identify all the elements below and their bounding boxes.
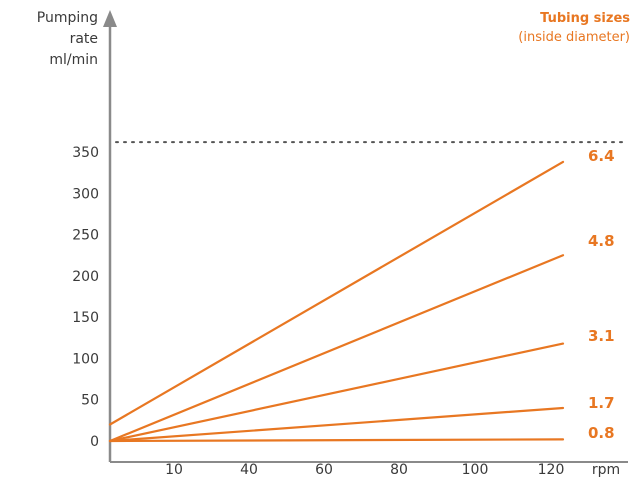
y-axis-arrow-icon (103, 10, 117, 27)
series-line-4-8 (108, 254, 565, 443)
series-label: 1.7 (588, 394, 615, 412)
series-label: 4.8 (588, 232, 615, 250)
series-line-0-8 (108, 438, 565, 443)
y-axis-label-line-3: ml/min (49, 52, 98, 68)
series-line-1-7 (108, 406, 565, 443)
x-axis-label: rpm (592, 462, 620, 478)
series-label: 0.8 (588, 424, 615, 442)
series-line-3-1 (108, 342, 565, 443)
legend-subtitle: (inside diameter) (518, 30, 630, 45)
series-label: 6.4 (588, 147, 615, 165)
y-tick-label: 100 (72, 351, 99, 367)
series-lines (108, 160, 565, 443)
y-tick-label: 350 (72, 145, 99, 161)
x-tick-label: 80 (390, 462, 408, 478)
x-tick-label: 100 (462, 462, 489, 478)
x-tick-label: 120 (538, 462, 565, 478)
series-line-6-4 (108, 160, 565, 426)
legend-title: Tubing sizes (540, 11, 630, 26)
x-tick-label: 10 (165, 462, 183, 478)
y-axis-label-line-2: rate (70, 31, 98, 47)
x-tick-label: 40 (240, 462, 258, 478)
series-labels: 6.4 4.8 3.1 1.7 0.8 (588, 147, 615, 442)
y-tick-label: 50 (81, 393, 99, 409)
y-tick-label: 250 (72, 228, 99, 244)
y-tick-label: 150 (72, 310, 99, 326)
y-tick-label: 0 (90, 434, 99, 450)
y-axis-label-line-1: Pumping (37, 10, 98, 26)
x-tick-label: 60 (315, 462, 333, 478)
y-tick-label: 200 (72, 269, 99, 285)
y-tick-labels: 0 50 100 150 200 250 300 350 (72, 145, 99, 450)
y-tick-label: 300 (72, 186, 99, 202)
x-tick-labels: 10 40 60 80 100 120 (165, 462, 564, 478)
y-axis-label: Pumping rate ml/min (37, 10, 98, 68)
series-label: 3.1 (588, 327, 615, 345)
